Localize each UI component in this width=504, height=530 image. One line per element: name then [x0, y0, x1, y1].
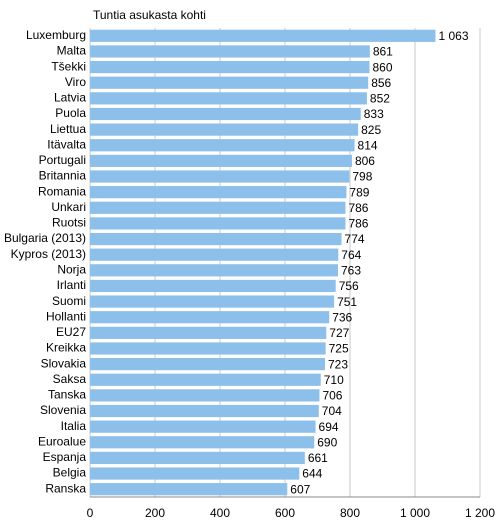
bar: [90, 248, 339, 261]
value-label: 727: [329, 326, 349, 340]
x-tick-label: 600: [275, 506, 295, 520]
y-tick-label: Portugali: [39, 153, 86, 167]
bar: [90, 217, 346, 230]
bar: [90, 326, 327, 339]
value-label: 786: [348, 201, 368, 215]
bar: [90, 186, 347, 199]
y-tick-label: Irlanti: [57, 278, 86, 292]
y-tick-label: Norja: [57, 262, 86, 276]
bar: [90, 45, 370, 58]
value-label: 725: [329, 342, 349, 356]
bar: [90, 264, 338, 277]
y-tick-label: Luxemburg: [26, 28, 86, 42]
value-label: 706: [322, 389, 342, 403]
bar: [90, 436, 315, 449]
bar: [90, 467, 300, 480]
y-tick-label: Suomi: [52, 294, 86, 308]
value-label: 710: [324, 373, 344, 387]
value-label: 806: [355, 154, 375, 168]
value-label: 607: [290, 482, 310, 496]
bar: [90, 76, 369, 89]
bar: [90, 404, 319, 418]
value-label: 736: [332, 310, 352, 324]
y-tick-label: Slovakia: [41, 356, 87, 370]
bar: [90, 139, 355, 152]
bar: [90, 420, 316, 433]
value-label: 690: [317, 435, 337, 449]
value-label: 764: [341, 248, 361, 262]
x-tick-label: 1 200: [465, 506, 495, 520]
bar: [90, 279, 336, 293]
x-tick-label: 800: [340, 506, 360, 520]
value-label: 774: [345, 232, 365, 246]
value-label: 798: [352, 170, 372, 184]
bar: [90, 342, 326, 355]
x-tick-label: 400: [210, 506, 230, 520]
value-label: 860: [373, 60, 393, 74]
bar: [90, 201, 346, 214]
value-label: 751: [337, 295, 357, 309]
y-tick-label: Kreikka: [46, 341, 86, 355]
value-label: 723: [328, 357, 348, 371]
x-tick-label: 1 000: [400, 506, 430, 520]
y-tick-label: Unkari: [51, 200, 86, 214]
bar: [90, 358, 325, 371]
value-label: 763: [341, 263, 361, 277]
y-tick-label: Espanja: [43, 450, 87, 464]
bar: [90, 232, 342, 246]
y-tick-label: Kypros (2013): [11, 247, 86, 261]
value-label: 694: [319, 420, 339, 434]
bar: [90, 123, 359, 136]
y-tick-label: Puola: [55, 106, 86, 120]
bar: [90, 483, 288, 496]
value-label: 814: [358, 138, 378, 152]
bar: [90, 295, 335, 308]
bar: [90, 311, 330, 324]
y-tick-label: Italia: [61, 419, 87, 433]
bar: [90, 107, 361, 121]
y-tick-label: Malta: [57, 44, 87, 58]
y-tick-label: Viro: [65, 75, 86, 89]
value-label: 861: [373, 45, 393, 59]
value-label: 1 063: [438, 29, 468, 43]
y-tick-label: Bulgaria (2013): [4, 231, 86, 245]
y-tick-label: Saksa: [53, 372, 87, 386]
bar: [90, 451, 305, 465]
bar: [90, 60, 370, 74]
value-label: 756: [339, 279, 359, 293]
value-label: 825: [361, 123, 381, 137]
bar: [90, 389, 320, 402]
y-tick-label: Itävalta: [47, 137, 86, 151]
y-tick-label: Hollanti: [46, 309, 86, 323]
value-label: 833: [364, 107, 384, 121]
chart-title: Tuntia asukasta kohti: [93, 8, 206, 22]
value-label: 704: [322, 404, 342, 418]
y-tick-label: Latvia: [54, 91, 86, 105]
bar: [90, 154, 352, 167]
y-tick-label: Britannia: [39, 169, 87, 183]
y-tick-label: Tanska: [48, 388, 86, 402]
y-tick-label: Belgia: [53, 466, 87, 480]
bar: [90, 170, 350, 183]
x-tick-label: 200: [145, 506, 165, 520]
y-tick-label: Ruotsi: [52, 216, 86, 230]
y-tick-label: Romania: [38, 184, 86, 198]
value-label: 786: [348, 217, 368, 231]
value-label: 852: [370, 92, 390, 106]
y-tick-label: Ranska: [45, 481, 86, 495]
bar: [90, 29, 436, 42]
x-tick-label: 0: [87, 506, 94, 520]
value-label: 856: [371, 76, 391, 90]
value-label: 644: [302, 467, 322, 481]
y-tick-label: Liettua: [50, 122, 86, 136]
y-tick-label: Tšekki: [51, 59, 86, 73]
y-tick-label: EU27: [56, 325, 86, 339]
bar: [90, 373, 321, 386]
y-tick-label: Euroalue: [38, 434, 86, 448]
value-label: 661: [308, 451, 328, 465]
bar: [90, 92, 367, 105]
value-label: 789: [349, 185, 369, 199]
y-tick-label: Slovenia: [40, 403, 86, 417]
